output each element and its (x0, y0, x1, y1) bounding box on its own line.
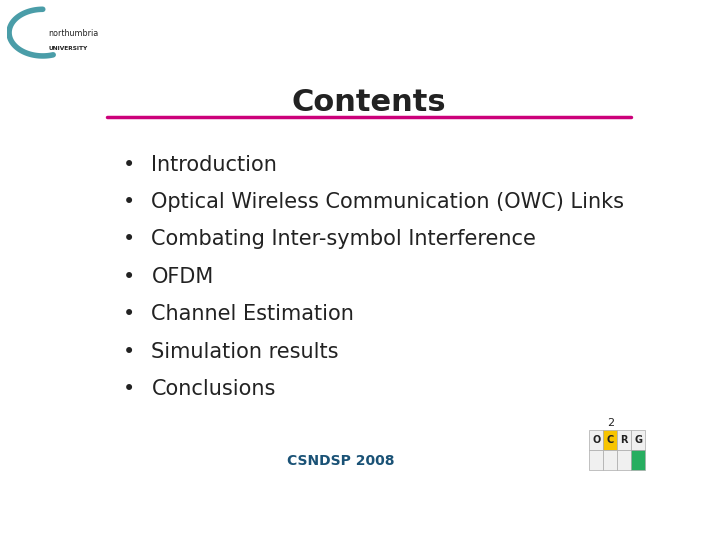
Text: •: • (123, 304, 135, 325)
Text: Conclusions: Conclusions (151, 379, 276, 399)
Text: Channel Estimation: Channel Estimation (151, 304, 354, 325)
FancyBboxPatch shape (603, 430, 617, 450)
Text: 2: 2 (607, 418, 614, 428)
Text: Combating Inter-symbol Interference: Combating Inter-symbol Interference (151, 230, 536, 249)
Text: •: • (123, 230, 135, 249)
Text: Contents: Contents (292, 87, 446, 117)
FancyBboxPatch shape (603, 450, 617, 470)
FancyBboxPatch shape (617, 450, 631, 470)
FancyBboxPatch shape (617, 430, 631, 450)
Text: CSNDSP 2008: CSNDSP 2008 (287, 454, 395, 468)
Text: G: G (634, 435, 642, 445)
FancyBboxPatch shape (590, 450, 603, 470)
Text: •: • (123, 342, 135, 362)
Text: •: • (123, 379, 135, 399)
Text: UNIVERSITY: UNIVERSITY (48, 46, 88, 51)
Text: Simulation results: Simulation results (151, 342, 339, 362)
Text: C: C (607, 435, 614, 445)
Text: •: • (123, 192, 135, 212)
FancyBboxPatch shape (631, 430, 645, 450)
Text: R: R (621, 435, 628, 445)
Text: northumbria: northumbria (48, 29, 99, 38)
Text: O: O (593, 435, 600, 445)
Text: •: • (123, 154, 135, 174)
Text: •: • (123, 267, 135, 287)
FancyBboxPatch shape (631, 450, 645, 470)
Text: OFDM: OFDM (151, 267, 214, 287)
FancyBboxPatch shape (590, 430, 603, 450)
Text: Optical Wireless Communication (OWC) Links: Optical Wireless Communication (OWC) Lin… (151, 192, 624, 212)
Text: Introduction: Introduction (151, 154, 277, 174)
